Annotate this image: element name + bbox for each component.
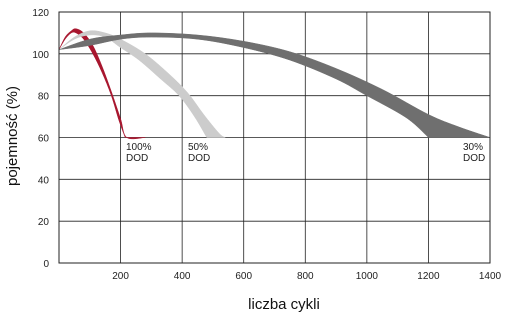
x-tick-label: 200	[112, 271, 129, 282]
y-tick-label: 20	[38, 217, 50, 228]
band-label-line2: DOD	[188, 153, 210, 164]
y-tick-label: 100	[32, 50, 49, 61]
x-tick-label: 1000	[356, 271, 379, 282]
band-label-30-dod: 30%DOD	[463, 142, 485, 164]
band-label-line1: 50%	[188, 142, 208, 153]
x-tick-labels: 200 400 600 800 1000 1200 1400	[112, 271, 501, 282]
y-axis-title: pojemność (%)	[4, 86, 21, 186]
dod-bands	[59, 29, 490, 139]
y-tick-label: 40	[38, 175, 50, 186]
band-label-line2: DOD	[126, 153, 148, 164]
y-tick-labels: 0 20 40 60 80 100 120	[32, 8, 49, 270]
x-tick-label: 600	[235, 271, 252, 282]
band-label-line2: DOD	[463, 153, 485, 164]
x-tick-label: 1400	[479, 271, 502, 282]
y-tick-label: 120	[32, 8, 49, 19]
x-axis-title: liczba cykli	[248, 296, 320, 313]
band-label-100-dod: 100%DOD	[126, 142, 152, 164]
band-50-dod	[59, 31, 225, 138]
x-tick-label: 400	[174, 271, 191, 282]
band-label-line1: 30%	[463, 142, 483, 153]
x-tick-label: 1200	[417, 271, 440, 282]
y-tick-label: 0	[43, 259, 49, 270]
y-tick-label: 80	[38, 92, 50, 103]
band-label-line1: 100%	[126, 142, 152, 153]
band-label-50-dod: 50%DOD	[188, 142, 210, 164]
y-tick-label: 60	[38, 134, 50, 145]
x-tick-label: 800	[297, 271, 314, 282]
